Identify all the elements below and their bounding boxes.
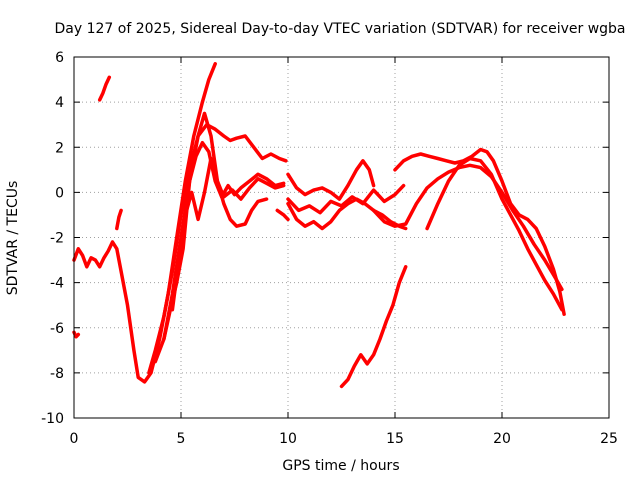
x-tick-label: 15 xyxy=(386,431,404,447)
axis-ticks: 0 5 10 15 20 25 -10 -8 -6 -4 -2 0 2 4 6 xyxy=(41,50,618,447)
x-tick-label: 25 xyxy=(600,431,618,447)
y-axis-label: SDTVAR / TECUs xyxy=(5,181,21,296)
series-line-arc-9 xyxy=(393,147,566,316)
series-line-arc-2 xyxy=(147,111,269,375)
y-tick-label: 4 xyxy=(55,95,64,111)
series-line-arc-14 xyxy=(72,330,81,339)
data-series xyxy=(72,62,566,389)
chart-title: Day 127 of 2025, Sidereal Day-to-day VTE… xyxy=(54,21,625,37)
x-tick-label: 20 xyxy=(493,431,511,447)
y-tick-label: 2 xyxy=(55,140,64,156)
series-line-arc-5 xyxy=(170,156,286,312)
y-tick-label: 6 xyxy=(55,50,64,66)
series-line-arc-1 xyxy=(72,62,217,384)
y-tick-label: -10 xyxy=(41,411,64,427)
y-tick-label: -2 xyxy=(50,231,64,247)
y-tick-label: 0 xyxy=(55,185,64,201)
y-tick-label: -4 xyxy=(50,276,64,292)
series-line-arc-12 xyxy=(339,265,408,389)
y-tick-label: -6 xyxy=(50,321,64,337)
series-line-arc-8 xyxy=(286,197,408,231)
series-line-arc-10 xyxy=(371,163,564,292)
x-tick-label: 10 xyxy=(279,431,297,447)
series-line-arc-16 xyxy=(275,208,290,222)
x-axis-label: GPS time / hours xyxy=(282,458,399,474)
x-tick-label: 0 xyxy=(70,431,79,447)
series-line-arc-15 xyxy=(115,208,123,231)
series-line-arc-11 xyxy=(425,156,564,312)
y-tick-label: -8 xyxy=(50,366,64,382)
series-line-arc-6 xyxy=(286,159,376,201)
series-line-arc-4 xyxy=(162,140,286,341)
series-line-arc-7 xyxy=(286,183,406,215)
x-tick-label: 5 xyxy=(177,431,186,447)
series-line-arc-13 xyxy=(97,75,112,102)
